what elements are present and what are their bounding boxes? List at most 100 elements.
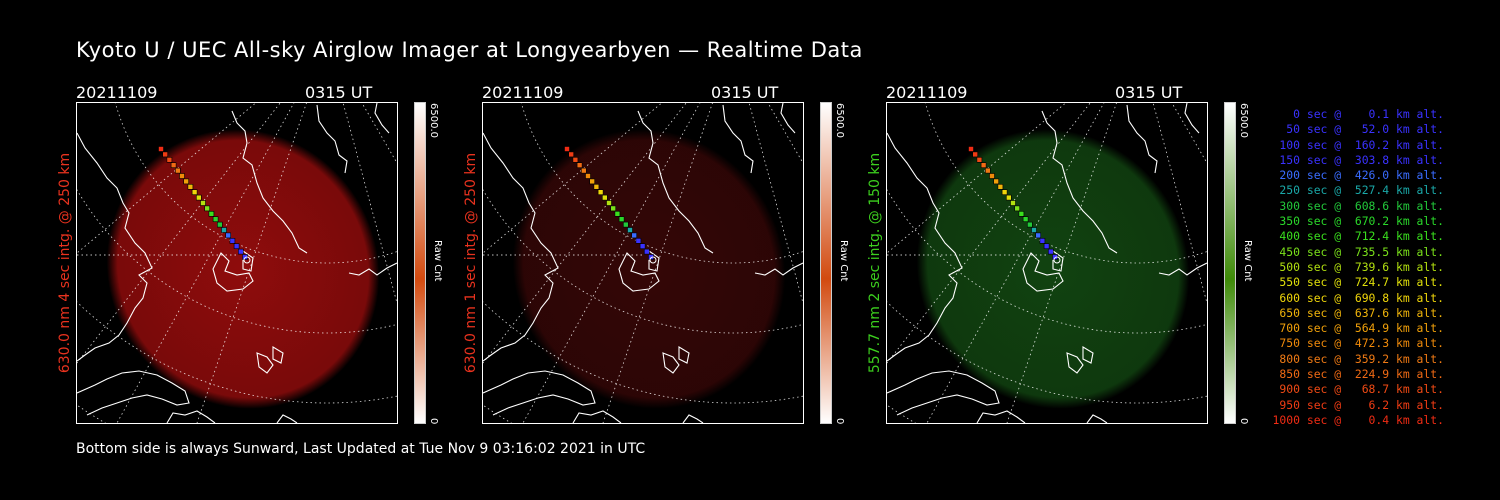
panel-1-ylabel: 630.0 nm 4 sec intg. @ 250 km [57, 152, 73, 374]
trajectory-point [1014, 205, 1020, 212]
trajectory-point [1006, 194, 1012, 201]
panel-2-colorbar-min: 0 [834, 418, 845, 425]
panel-2-ylabel: 630.0 nm 1 sec intg. @ 250 km [463, 152, 479, 374]
trajectory-point [187, 184, 194, 190]
trajectory-point [976, 156, 983, 163]
panel-2-colorbar-label: Raw Cnt [838, 240, 849, 282]
footer-status: Bottom side is always Sunward, Last Upda… [76, 441, 646, 457]
trajectory-point [610, 205, 616, 212]
panel-2-colorbar [820, 102, 832, 424]
airglow-image [106, 129, 380, 409]
coastlines [483, 103, 803, 423]
legend-entry: 150 sec @ 303.8 km alt. [1272, 152, 1444, 167]
trajectory-point [980, 162, 987, 169]
trajectory-legend: 0 sec @ 0.1 km alt. 50 sec @ 52.0 km alt… [1273, 107, 1444, 428]
panel-3-colorbar-max: 6500.0 [1238, 103, 1249, 138]
trajectory-point [1018, 211, 1025, 217]
trajectory-point [170, 162, 177, 169]
trajectory [158, 146, 248, 260]
trajectory-point [1039, 238, 1046, 244]
trajectory-point [985, 167, 991, 174]
trajectory-point [1022, 216, 1029, 222]
panel-1-colorbar [414, 102, 426, 424]
trajectory-point [627, 227, 633, 233]
trajectory-point [1035, 232, 1041, 239]
panel-1-date: 20211109 [76, 83, 158, 102]
trajectory-point [217, 221, 223, 228]
trajectory-point [191, 189, 198, 195]
legend-entry: 0 sec @ 0.1 km alt. [1272, 107, 1444, 121]
trajectory-point [602, 194, 608, 201]
station-marker [1053, 256, 1061, 264]
panel-2-image [482, 102, 804, 424]
panel-1-colorbar-max: 6500.0 [428, 103, 439, 138]
trajectory-point [200, 200, 206, 206]
legend-entry: 600 sec @ 690.8 km alt. [1272, 290, 1444, 305]
trajectory-point [221, 227, 227, 233]
legend-entry: 100 sec @ 160.2 km alt. [1272, 137, 1444, 152]
panel-3-time: 0315 UT [1115, 83, 1183, 102]
airglow-image [512, 129, 786, 409]
trajectory-point [972, 151, 978, 158]
trajectory-point [1010, 200, 1016, 206]
coastlines [77, 103, 397, 423]
legend-entry: 50 sec @ 52.0 km alt. [1272, 122, 1444, 137]
trajectory-point [606, 200, 612, 206]
panel-2-colorbar-max: 6500.0 [834, 103, 845, 138]
panel-1-map [77, 103, 397, 423]
trajectory-point [162, 151, 168, 158]
legend-entry: 900 sec @ 68.7 km alt. [1272, 382, 1444, 397]
trajectory-point [1048, 248, 1054, 255]
legend-entry: 1000 sec @ 0.4 km alt. [1272, 412, 1444, 427]
legend-entry: 650 sec @ 637.6 km alt. [1272, 305, 1444, 320]
panel-1-colorbar-label: Raw Cnt [432, 240, 443, 282]
trajectory-point [564, 146, 570, 152]
trajectory-point [593, 184, 600, 190]
trajectory-point [614, 211, 621, 217]
panel-2-date: 20211109 [482, 83, 564, 102]
trajectory-point [225, 232, 231, 239]
panel-2-map [483, 103, 803, 423]
trajectory-point [1001, 189, 1008, 195]
panel-2-time: 0315 UT [711, 83, 779, 102]
panel-3-ylabel: 557.7 nm 2 sec intg. @ 150 km [867, 152, 883, 374]
trajectory-point [175, 167, 181, 174]
legend-entry: 400 sec @ 712.4 km alt. [1272, 229, 1444, 244]
legend-entry: 300 sec @ 608.6 km alt. [1272, 198, 1444, 213]
panel-3-map [887, 103, 1207, 423]
legend-entry: 550 sec @ 724.7 km alt. [1272, 275, 1444, 290]
trajectory-point [179, 173, 185, 179]
legend-entry: 500 sec @ 739.6 km alt. [1272, 259, 1444, 274]
trajectory-point [639, 243, 646, 249]
trajectory-point [568, 151, 574, 158]
trajectory-point [212, 216, 219, 222]
station-marker [243, 256, 251, 264]
trajectory-point [968, 146, 974, 152]
panel-1-colorbar-min: 0 [428, 418, 439, 425]
trajectory-point [581, 167, 587, 174]
trajectory-point [1031, 227, 1037, 233]
panel-3-colorbar-min: 0 [1238, 418, 1249, 425]
panel-3-colorbar-label: Raw Cnt [1242, 240, 1253, 282]
trajectory-point [1027, 221, 1033, 228]
panel-3-colorbar [1224, 102, 1236, 424]
trajectory-point [196, 194, 202, 201]
trajectory-point [229, 238, 236, 244]
legend-entry: 700 sec @ 564.9 km alt. [1272, 321, 1444, 336]
panel-1-time: 0315 UT [305, 83, 373, 102]
trajectory-point [166, 156, 173, 163]
trajectory-point [989, 173, 995, 179]
trajectory-point [572, 156, 579, 163]
trajectory-point [204, 205, 210, 212]
trajectory-point [158, 146, 164, 152]
legend-entry: 200 sec @ 426.0 km alt. [1272, 168, 1444, 183]
trajectory-point [589, 178, 595, 185]
trajectory-point [618, 216, 625, 222]
trajectory-point [1043, 243, 1050, 249]
trajectory-point [238, 248, 244, 255]
legend-entry: 350 sec @ 670.2 km alt. [1272, 214, 1444, 229]
panel-1-image [76, 102, 398, 424]
page-title: Kyoto U / UEC All-sky Airglow Imager at … [76, 38, 863, 62]
trajectory-point [631, 232, 637, 239]
trajectory-point [997, 184, 1004, 190]
